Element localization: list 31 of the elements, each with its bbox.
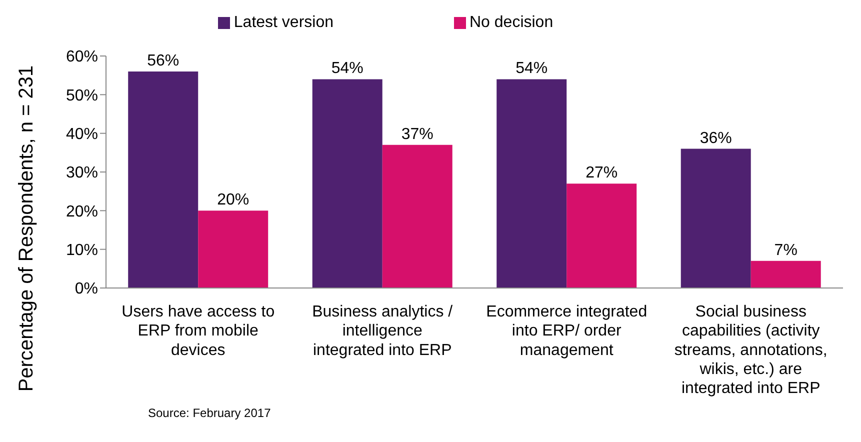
y-tick-label: 30% — [66, 164, 98, 182]
data-label: 20% — [217, 192, 250, 209]
legend-label: Latest version — [234, 14, 334, 31]
x-tick-label: Social business capabilities (activity streams, annotations, wikis, etc.) are integrated into ERP — [674, 303, 828, 398]
data-label: 27% — [586, 164, 618, 182]
y-tick-label: 20% — [66, 203, 98, 220]
data-label: 7% — [774, 242, 798, 259]
data-label: 54% — [516, 60, 548, 78]
x-tick-label: Business analytics / intelligence integrated into ERP — [312, 303, 454, 359]
y-tick-label: 60% — [66, 48, 98, 66]
bar — [382, 144, 452, 288]
y-axis-title: Percentage of Respondents, n = 231 — [16, 64, 38, 392]
bar — [496, 79, 567, 288]
y-tick-label: 10% — [66, 242, 98, 260]
data-label: 37% — [401, 126, 434, 143]
data-label: 56% — [147, 52, 180, 70]
y-tick-label: 40% — [66, 126, 98, 144]
legend-label: No decision — [470, 14, 554, 31]
x-tick-label: Users have access to ERP from mobile devices — [122, 303, 275, 359]
y-tick-label: 0% — [74, 280, 98, 298]
source-note: Source: February 2017 — [148, 406, 271, 420]
bar — [198, 210, 268, 288]
x-tick-label: Ecommerce integrated into ERP/ order management — [486, 303, 648, 359]
bar — [566, 184, 637, 288]
bar — [128, 71, 198, 288]
y-tick-label: 50% — [66, 87, 98, 104]
bar — [312, 79, 382, 288]
bar — [680, 148, 751, 288]
bar — [750, 260, 821, 288]
data-label: 54% — [331, 60, 364, 78]
data-label: 36% — [700, 130, 732, 147]
